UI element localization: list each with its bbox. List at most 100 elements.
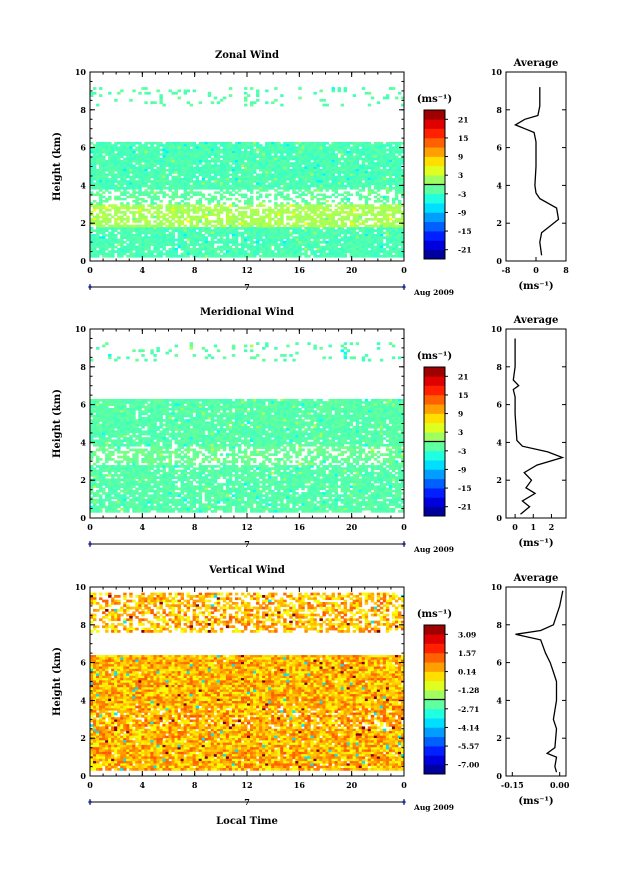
heatmap-cell — [295, 209, 298, 212]
heatmap-cell — [172, 92, 175, 95]
heatmap-cell — [277, 222, 280, 225]
heatmap-cell — [295, 232, 298, 235]
heatmap-cell — [111, 187, 114, 190]
heatmap-cell — [383, 213, 386, 216]
y-tick-label: 10 — [75, 67, 87, 77]
heatmap-cell — [153, 255, 156, 258]
heatmap-cell — [398, 191, 401, 194]
heatmap-cell — [105, 153, 108, 156]
heatmap-cell — [332, 255, 335, 258]
heatmap-cell — [193, 225, 196, 228]
heatmap-cell — [247, 222, 250, 225]
heatmap-cell — [319, 194, 322, 197]
heatmap-cell — [368, 465, 371, 468]
heatmap-cell — [277, 239, 280, 242]
heatmap-cell — [156, 250, 159, 253]
heatmap-cell — [105, 216, 108, 219]
heatmap-cell — [301, 200, 304, 203]
heatmap-cell — [280, 94, 283, 97]
heatmap-cell — [193, 232, 196, 235]
heatmap-cell — [319, 250, 322, 253]
heatmap-cell — [96, 104, 99, 107]
heatmap-cell — [280, 222, 283, 225]
heatmap-cell — [356, 246, 359, 249]
heatmap-cell — [280, 216, 283, 219]
heatmap-cell — [383, 204, 386, 207]
heatmap-cell — [374, 200, 377, 203]
heatmap-cell — [356, 227, 359, 230]
heatmap-cell — [362, 227, 365, 230]
heatmap-cell — [181, 248, 184, 251]
heatmap-cell — [398, 218, 401, 221]
heatmap-cell — [316, 216, 319, 219]
heatmap-cell — [347, 213, 350, 216]
heatmap-cell — [341, 250, 344, 253]
heatmap-cell — [310, 232, 313, 235]
heatmap-cell — [253, 232, 256, 235]
heatmap-cell — [392, 225, 395, 228]
heatmap-cell — [365, 202, 368, 205]
heatmap-cell — [322, 198, 325, 201]
heatmap-cell — [247, 243, 250, 246]
heatmap-cell — [338, 162, 341, 165]
x-tick-label: 0 — [87, 265, 93, 275]
heatmap-cell — [159, 470, 162, 473]
heatmap-cell — [211, 153, 214, 156]
heatmap-cell — [244, 92, 247, 95]
heatmap-cell — [190, 144, 193, 147]
heatmap-cell — [295, 227, 298, 230]
heatmap-cell — [129, 243, 132, 246]
colorbar-segment — [424, 166, 445, 176]
heatmap-cell — [184, 225, 187, 228]
heatmap-cell — [256, 204, 259, 207]
heatmap-cell — [165, 255, 168, 258]
heatmap-cell — [274, 472, 277, 475]
heatmap-cell — [199, 207, 202, 210]
heatmap-cell — [178, 243, 181, 246]
heatmap-cell — [344, 187, 347, 190]
average-y-tick-label: 4 — [496, 180, 502, 190]
heatmap-cell — [123, 241, 126, 244]
heatmap-cell — [178, 239, 181, 242]
heatmap-cell — [295, 222, 298, 225]
heatmap-cell — [132, 239, 135, 242]
heatmap-cell — [141, 232, 144, 235]
heatmap-cell — [304, 194, 307, 197]
heatmap-cell — [193, 187, 196, 190]
heatmap-cell — [353, 250, 356, 253]
heatmap-cell — [138, 187, 141, 190]
heatmap-cells — [90, 342, 404, 512]
heatmap-cell — [202, 160, 205, 163]
heatmap-cell — [175, 227, 178, 230]
heatmap-cell — [398, 92, 401, 95]
heatmap-cell — [235, 246, 238, 249]
heatmap-cell — [326, 216, 329, 219]
heatmap-cell — [138, 255, 141, 258]
heatmap-cell — [350, 236, 353, 239]
heatmap-cell — [362, 211, 365, 214]
heatmap-cell — [99, 207, 102, 210]
heatmap-cell — [150, 232, 153, 235]
heatmap-cell — [181, 243, 184, 246]
heatmap-cell — [232, 236, 235, 239]
heatmap-cell — [178, 196, 181, 199]
date-axis-marker — [402, 285, 405, 288]
heatmap-cell — [184, 218, 187, 221]
heatmap-cell — [132, 220, 135, 223]
heatmap-cell — [389, 187, 392, 190]
heatmap-cell — [313, 243, 316, 246]
heatmap-cell — [241, 213, 244, 216]
heatmap-cell — [262, 222, 265, 225]
heatmap-cell — [377, 220, 380, 223]
heatmap-cell — [120, 194, 123, 197]
heatmap-cell — [235, 198, 238, 201]
heatmap-cell — [386, 173, 389, 176]
heatmap-cell — [150, 227, 153, 230]
heatmap-cell — [187, 101, 190, 104]
heatmap-cell — [114, 241, 117, 244]
heatmap-cell — [316, 243, 319, 246]
heatmap-cell — [374, 191, 377, 194]
heatmap-cell — [374, 241, 377, 244]
heatmap-cell — [223, 234, 226, 237]
heatmap-cell — [262, 239, 265, 242]
